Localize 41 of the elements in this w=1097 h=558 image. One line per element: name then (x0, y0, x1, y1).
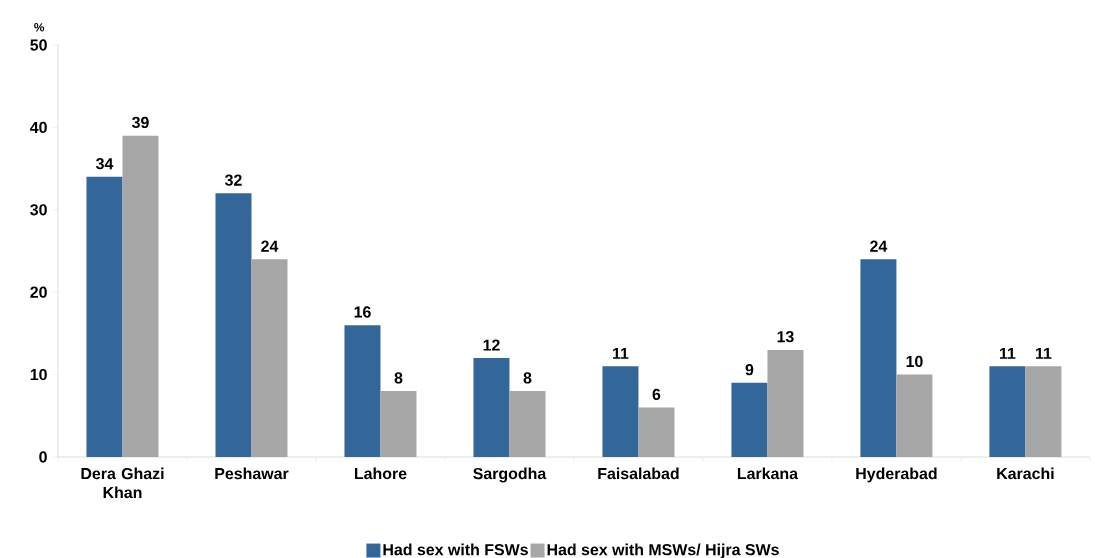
bar (344, 325, 381, 457)
data-label: 24 (870, 240, 888, 252)
x-tick-label: Larkana (737, 467, 799, 480)
data-label: 34 (95, 158, 114, 170)
bar (989, 366, 1026, 457)
data-label: 8 (523, 372, 532, 384)
y-tick-label: 0 (39, 451, 47, 463)
bar (86, 176, 123, 457)
y-tick-label: 40 (29, 121, 47, 134)
bar (215, 193, 252, 457)
bar (473, 358, 510, 457)
data-label: 11 (1035, 347, 1052, 359)
y-tick-label: 30 (30, 204, 47, 216)
data-label: 8 (394, 372, 403, 384)
y-tick-label: 20 (30, 286, 47, 298)
bar (731, 382, 768, 457)
bar (602, 366, 639, 457)
data-label: 6 (652, 388, 661, 401)
data-label: 11 (999, 347, 1016, 359)
x-tick-label: Faisalabad (598, 467, 679, 480)
data-label: 24 (261, 240, 279, 252)
x-tick-label: Hyderabad (856, 467, 937, 483)
x-tick-label: Lahore (354, 467, 407, 480)
bar (860, 259, 897, 457)
x-tick-label: Karachi (997, 467, 1054, 480)
y-tick-label: 50 (30, 39, 47, 51)
data-label: 32 (224, 174, 242, 186)
data-label: 10 (906, 355, 923, 368)
data-label: 13 (777, 331, 794, 343)
y-axis-title: % (34, 23, 45, 32)
legend-label: Had sex with MSWs/ Hijra SWs (547, 543, 779, 558)
legend-label: Had sex with FSWs (383, 543, 528, 556)
y-tick-label: 10 (30, 368, 47, 381)
data-label: 16 (354, 306, 371, 318)
data-label: 12 (483, 339, 500, 351)
x-tick-label: Sargodha (473, 467, 547, 483)
x-tick-label: Dera Ghazi Khan (81, 467, 164, 499)
data-label: 9 (745, 364, 754, 376)
data-label: 39 (131, 116, 149, 129)
x-tick-label: Peshawar (215, 467, 289, 480)
data-label: 11 (613, 347, 629, 359)
